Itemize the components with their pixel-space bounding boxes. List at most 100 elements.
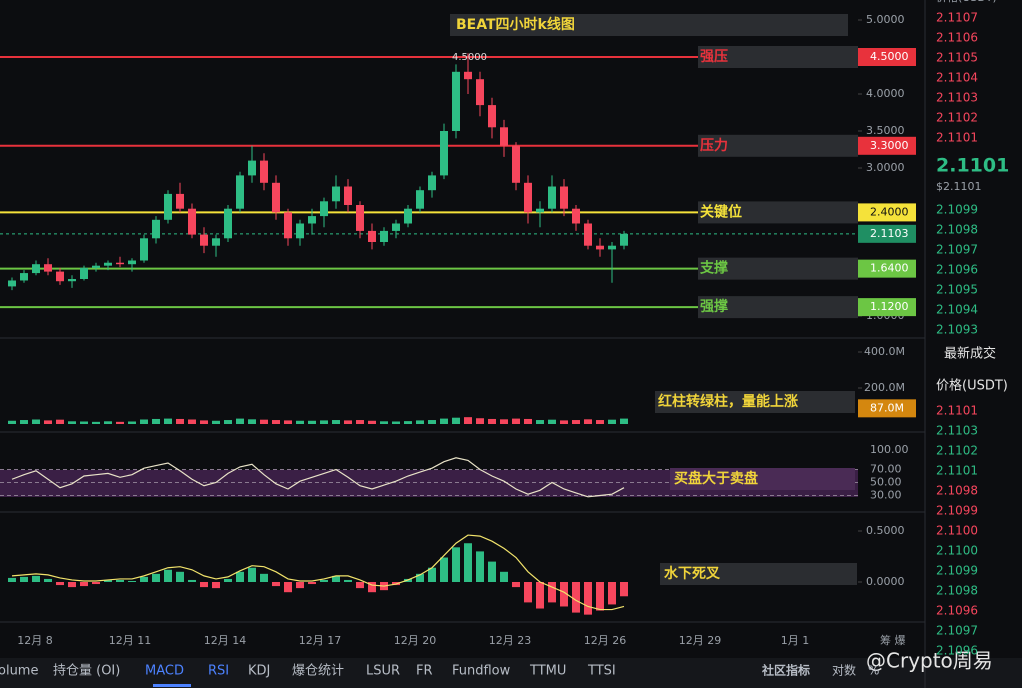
volume-bar — [212, 420, 220, 424]
toolbar-community[interactable]: 社区指标 — [761, 663, 810, 678]
macd-bar — [416, 573, 424, 582]
volume-bar — [596, 420, 604, 424]
candle-body — [536, 208, 544, 213]
ob-last-usd: $2.1101 — [936, 180, 982, 193]
macd-bar — [320, 579, 328, 582]
volume-bar — [572, 420, 580, 424]
volume-bar — [344, 420, 352, 424]
candle-body — [368, 230, 376, 242]
dif-line — [11, 534, 625, 611]
candle-body — [212, 238, 220, 246]
macd-bar — [548, 582, 556, 603]
candle-body — [464, 71, 472, 80]
level-label: 4.5000 — [870, 50, 909, 63]
toolbar-tab[interactable]: MACD — [145, 664, 184, 679]
candle-body — [44, 264, 52, 272]
toolbar-log[interactable]: 对数 — [832, 663, 856, 678]
volume-bar — [272, 420, 280, 424]
volume-bar — [428, 420, 436, 424]
macd-bar — [236, 571, 244, 582]
trade-price: 2.1103 — [936, 424, 978, 438]
macd-bar — [524, 582, 532, 603]
candle-body — [296, 223, 304, 239]
candle-body — [224, 208, 232, 239]
level-name: 关键位 — [700, 203, 742, 220]
toolbar-tab[interactable]: 爆仓统计 — [292, 664, 344, 679]
macd-bar — [464, 543, 472, 582]
macd-bar — [80, 582, 88, 587]
toolbar-tab[interactable]: KDJ — [248, 664, 270, 679]
candle-body — [68, 279, 76, 282]
candle-body — [404, 208, 412, 224]
volume-bar — [128, 421, 136, 424]
ob-last: 2.1101 — [936, 155, 1009, 177]
macd-bar — [584, 582, 592, 615]
macd-bar — [248, 567, 256, 582]
candle-body — [32, 264, 40, 274]
volume-bar — [404, 421, 412, 424]
macd-bar — [8, 577, 16, 582]
candle-body — [248, 160, 256, 176]
y-tick-label: 30.00 — [870, 489, 902, 502]
candle-body — [620, 233, 628, 246]
volume-bar — [512, 418, 520, 424]
ask-price: 2.1101 — [936, 131, 978, 145]
toolbar-tab[interactable]: TTSI — [587, 664, 616, 679]
peak-label: 4.5000 — [452, 52, 487, 63]
candle-body — [560, 186, 568, 209]
candle-body — [56, 271, 64, 282]
toolbar-percent[interactable]: % — [868, 664, 879, 678]
volume-bar — [20, 420, 28, 424]
volume-bar — [56, 419, 64, 424]
toolbar-tab[interactable]: olume — [0, 664, 38, 679]
macd-bar — [344, 579, 352, 582]
toolbar-tab[interactable]: TTMU — [529, 664, 566, 679]
candle-body — [416, 190, 424, 209]
x-tick-label: 1月 1 — [781, 634, 810, 647]
y-tick-label: 5.0000 — [866, 13, 905, 26]
macd-bar — [332, 575, 340, 582]
macd-bar — [20, 576, 28, 582]
toolbar-tab[interactable]: RSI — [208, 664, 229, 679]
toolbar-tab[interactable]: 持仓量 (OI) — [53, 664, 120, 679]
level-note-bg — [698, 46, 858, 68]
volume-bar — [392, 421, 400, 424]
volume-bar — [164, 418, 172, 424]
volume-bar — [224, 420, 232, 424]
candle-body — [284, 212, 292, 239]
candle-body — [140, 238, 148, 261]
corner: 筹 爆 — [880, 633, 906, 647]
ask-price: 2.1107 — [936, 11, 978, 25]
volume-bar — [608, 419, 616, 424]
note-bg — [660, 563, 857, 585]
candle-body — [596, 245, 604, 250]
macd-bar — [56, 582, 64, 586]
level-note-bg — [698, 296, 858, 319]
toolbar-tab[interactable]: Fundflow — [452, 664, 511, 679]
toolbar-tab[interactable]: LSUR — [366, 664, 400, 679]
trade-price: 2.1099 — [936, 564, 978, 578]
candle-body — [236, 175, 244, 209]
level-label: 3.3000 — [870, 139, 909, 152]
level-name: 支撑 — [699, 260, 728, 277]
ask-price: 2.1104 — [936, 71, 978, 85]
candle-body — [428, 175, 436, 191]
ob-header: 价格(USDT) — [936, 0, 997, 4]
trade-price: 2.1098 — [936, 484, 978, 498]
candle-body — [512, 145, 520, 183]
toolbar-tab[interactable]: FR — [416, 664, 433, 679]
macd-bar — [356, 582, 364, 589]
ask-price: 2.1105 — [936, 51, 978, 65]
volume-current: 87.0M — [870, 401, 904, 414]
volume-bar — [236, 418, 244, 424]
trade-price: 2.1101 — [936, 404, 978, 418]
volume-bar — [284, 420, 292, 424]
annotation: 买盘大于卖盘 — [674, 470, 758, 487]
y-tick-label: 200.0M — [864, 381, 905, 394]
volume-bar — [116, 421, 124, 424]
macd-bar — [308, 582, 316, 585]
candle-body — [356, 205, 364, 231]
trades-header: 价格(USDT) — [936, 378, 1008, 394]
volume-bar — [536, 420, 544, 424]
